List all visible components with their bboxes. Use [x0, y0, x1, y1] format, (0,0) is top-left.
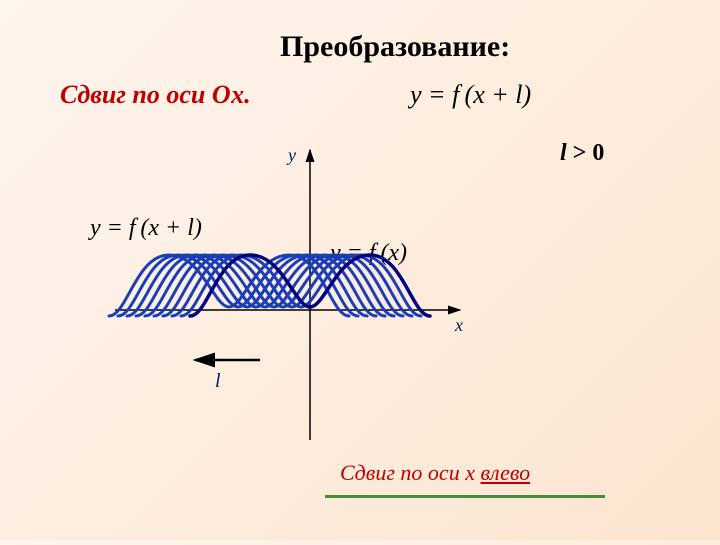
chart: [0, 0, 720, 545]
